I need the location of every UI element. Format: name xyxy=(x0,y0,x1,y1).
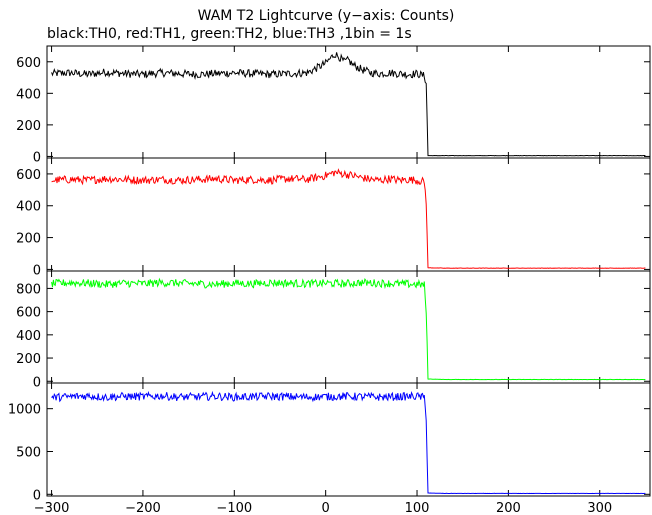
ytick-label-TH1: 200 xyxy=(16,232,41,247)
ytick-label-TH2: 200 xyxy=(16,352,41,367)
ytick-label-TH0: 0 xyxy=(33,150,41,165)
chart-title: WAM T2 Lightcurve (y−axis: Counts) xyxy=(197,8,455,24)
xtick-label: −100 xyxy=(216,501,252,515)
chart-subtitle: black:TH0, red:TH1, green:TH2, blue:TH3 … xyxy=(47,26,412,42)
xtick-label: 200 xyxy=(496,501,521,515)
xtick-label: −300 xyxy=(34,501,70,515)
ytick-label-TH2: 800 xyxy=(16,282,41,297)
xtick-label: 300 xyxy=(587,501,612,515)
ytick-label-TH2: 600 xyxy=(16,306,41,321)
panel-TH2-frame xyxy=(46,270,651,384)
xtick-label: 100 xyxy=(405,501,430,515)
ytick-label-TH0: 400 xyxy=(16,87,41,102)
ytick-label-TH3: 0 xyxy=(33,488,41,503)
panel-TH3-frame xyxy=(46,382,651,497)
ytick-label-TH1: 400 xyxy=(16,200,41,215)
ytick-label-TH3: 500 xyxy=(16,445,41,460)
series-line-TH0 xyxy=(51,52,646,157)
series-line-TH3 xyxy=(51,390,646,495)
xtick-label: 0 xyxy=(322,501,330,515)
panel-TH1-frame xyxy=(46,157,651,272)
ytick-label-TH1: 0 xyxy=(33,263,41,278)
ytick-label-TH0: 200 xyxy=(16,119,41,134)
ytick-label-TH0: 600 xyxy=(16,56,41,71)
series-line-TH1 xyxy=(51,168,646,269)
ytick-label-TH2: 0 xyxy=(33,375,41,390)
panel-TH0-frame xyxy=(46,45,651,159)
ytick-label-TH3: 1000 xyxy=(8,403,41,418)
ytick-label-TH1: 600 xyxy=(16,168,41,183)
series-line-TH2 xyxy=(51,277,646,381)
xtick-label: −200 xyxy=(125,501,161,515)
ytick-label-TH2: 400 xyxy=(16,329,41,344)
